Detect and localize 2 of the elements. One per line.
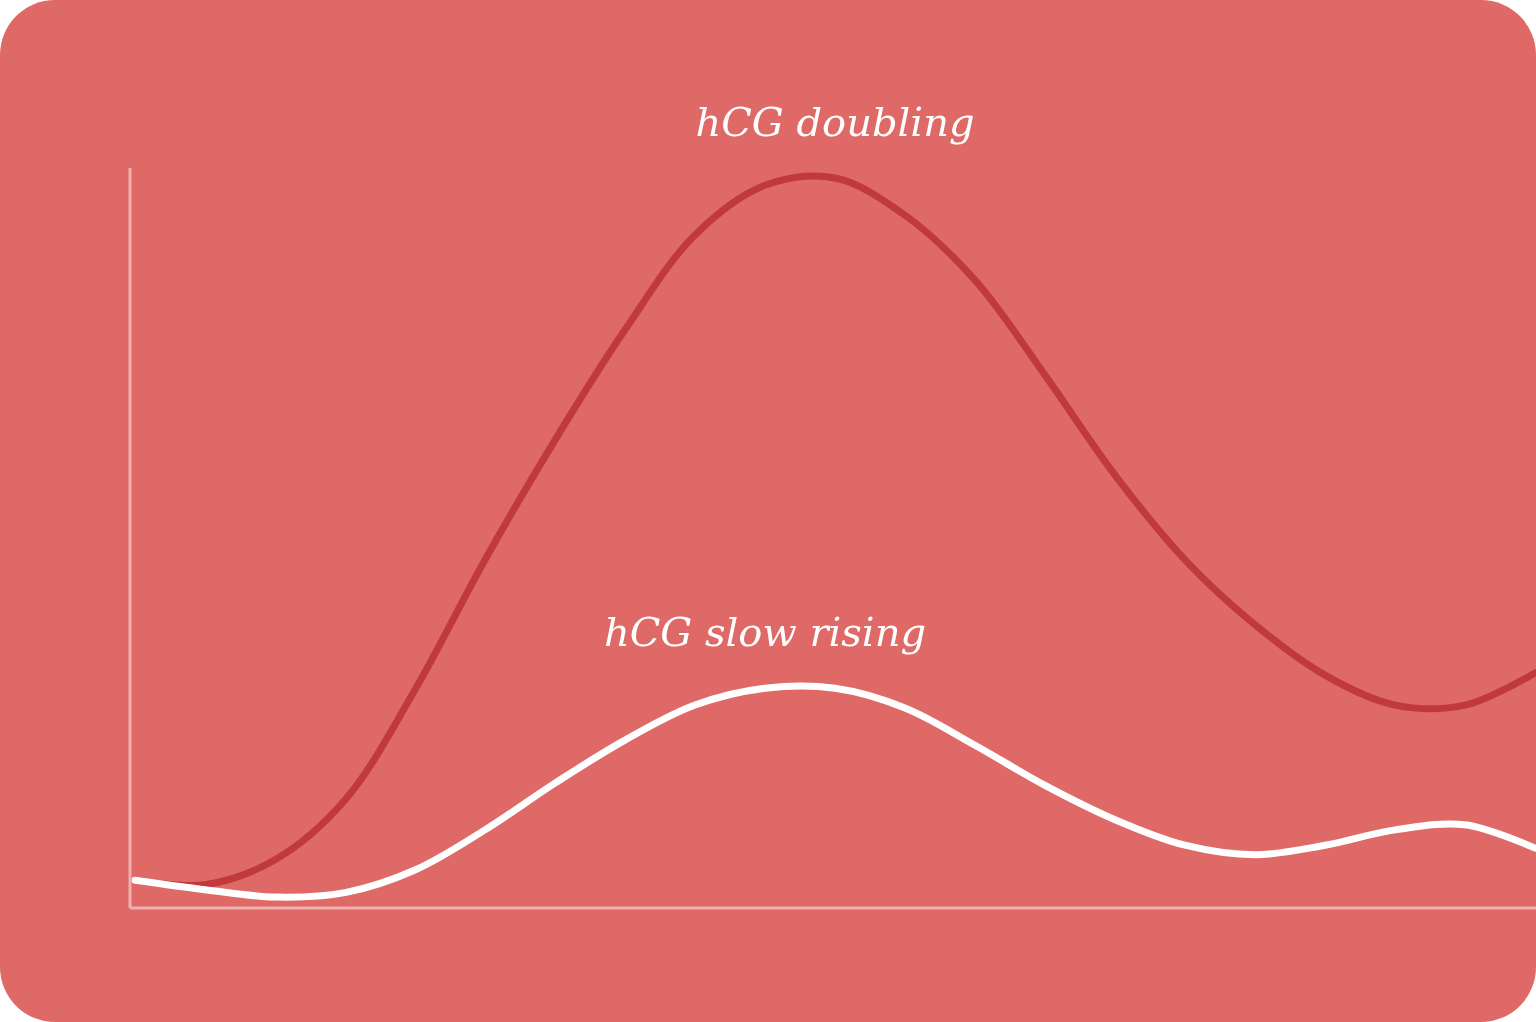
series-label: hCG slow rising bbox=[604, 609, 926, 656]
series-label: hCG doubling bbox=[695, 99, 975, 145]
